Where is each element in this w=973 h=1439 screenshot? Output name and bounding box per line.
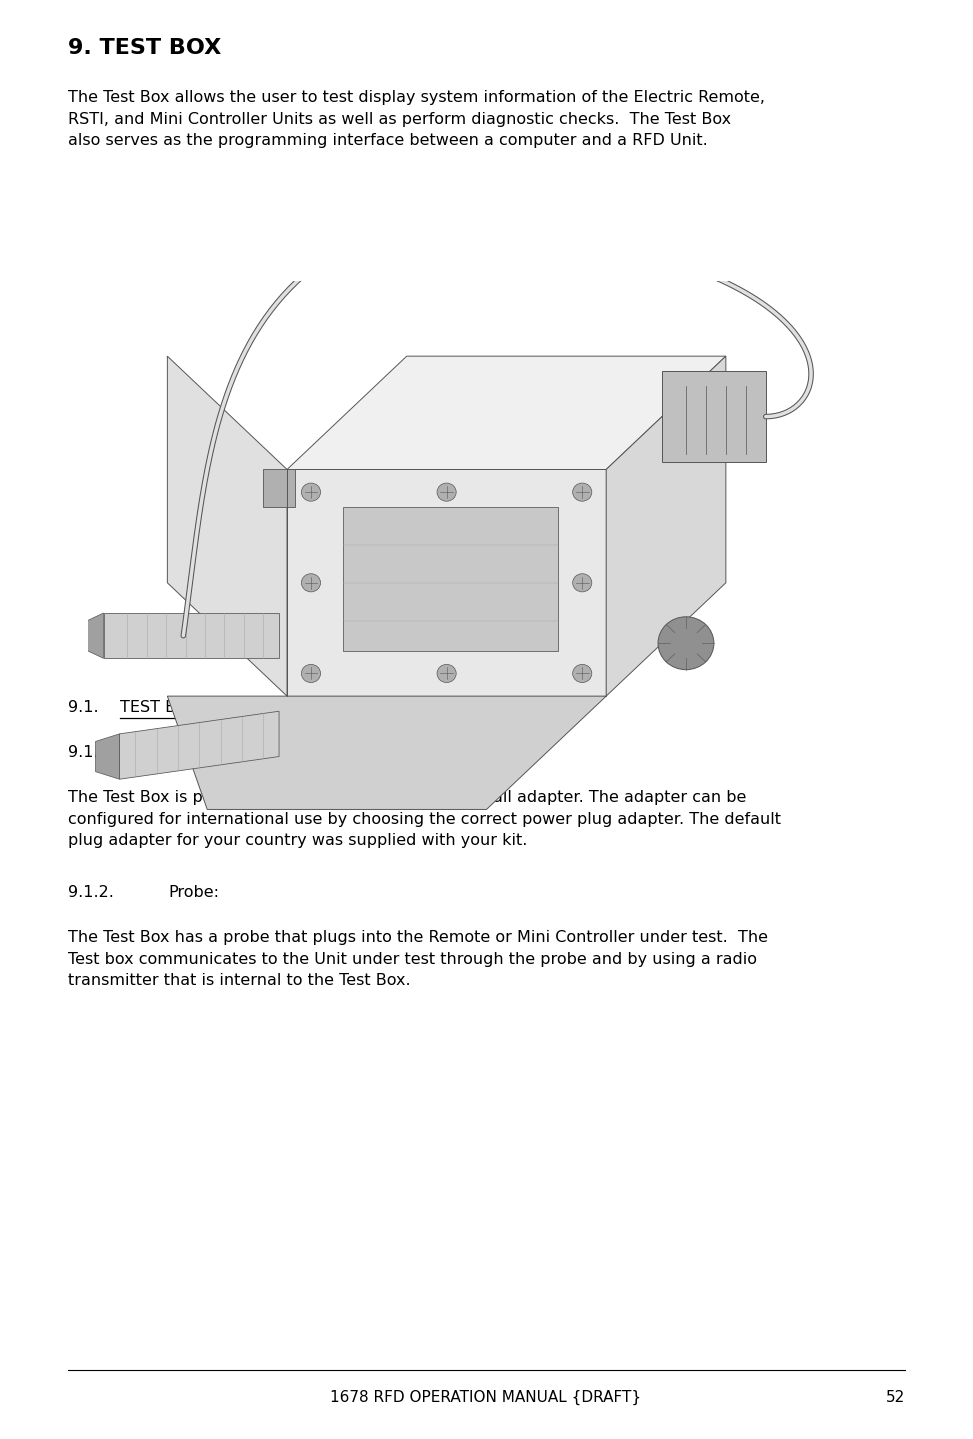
Polygon shape: [342, 507, 559, 650]
Text: The Test Box is powered from an external +12VDC wall adapter. The adapter can be: The Test Box is powered from an external…: [68, 790, 781, 848]
Text: 1678 RFD OPERATION MANUAL {DRAFT}: 1678 RFD OPERATION MANUAL {DRAFT}: [331, 1390, 641, 1406]
Circle shape: [573, 665, 592, 682]
Text: TEST BOX DESCRIPTIONS: TEST BOX DESCRIPTIONS: [120, 699, 322, 715]
Circle shape: [573, 574, 592, 591]
Circle shape: [302, 665, 320, 682]
Circle shape: [302, 484, 320, 501]
Polygon shape: [120, 711, 279, 780]
Polygon shape: [167, 696, 606, 809]
Polygon shape: [88, 613, 103, 659]
Circle shape: [437, 484, 456, 501]
Text: The Test Box has a probe that plugs into the Remote or Mini Controller under tes: The Test Box has a probe that plugs into…: [68, 930, 768, 989]
Text: 9.1.: 9.1.: [68, 699, 98, 715]
Polygon shape: [95, 734, 120, 780]
Circle shape: [658, 617, 714, 669]
Text: The Test Box allows the user to test display system information of the Electric : The Test Box allows the user to test dis…: [68, 91, 765, 148]
Polygon shape: [103, 613, 279, 659]
Polygon shape: [263, 469, 295, 507]
Circle shape: [437, 665, 456, 682]
Text: Probe:: Probe:: [168, 885, 219, 899]
Polygon shape: [167, 357, 287, 696]
Text: 52: 52: [885, 1390, 905, 1404]
Text: 9.1.1.: 9.1.1.: [68, 745, 114, 760]
Circle shape: [302, 574, 320, 591]
Text: 9. TEST BOX: 9. TEST BOX: [68, 37, 221, 58]
Polygon shape: [287, 357, 726, 469]
Text: Power Supply/Connector:: Power Supply/Connector:: [168, 745, 370, 760]
Polygon shape: [662, 371, 766, 462]
Polygon shape: [287, 469, 606, 696]
Text: Figure 9-1 Test Box: Figure 9-1 Test Box: [410, 661, 562, 675]
Text: 9.1.2.: 9.1.2.: [68, 885, 114, 899]
Circle shape: [573, 484, 592, 501]
Polygon shape: [606, 357, 726, 696]
